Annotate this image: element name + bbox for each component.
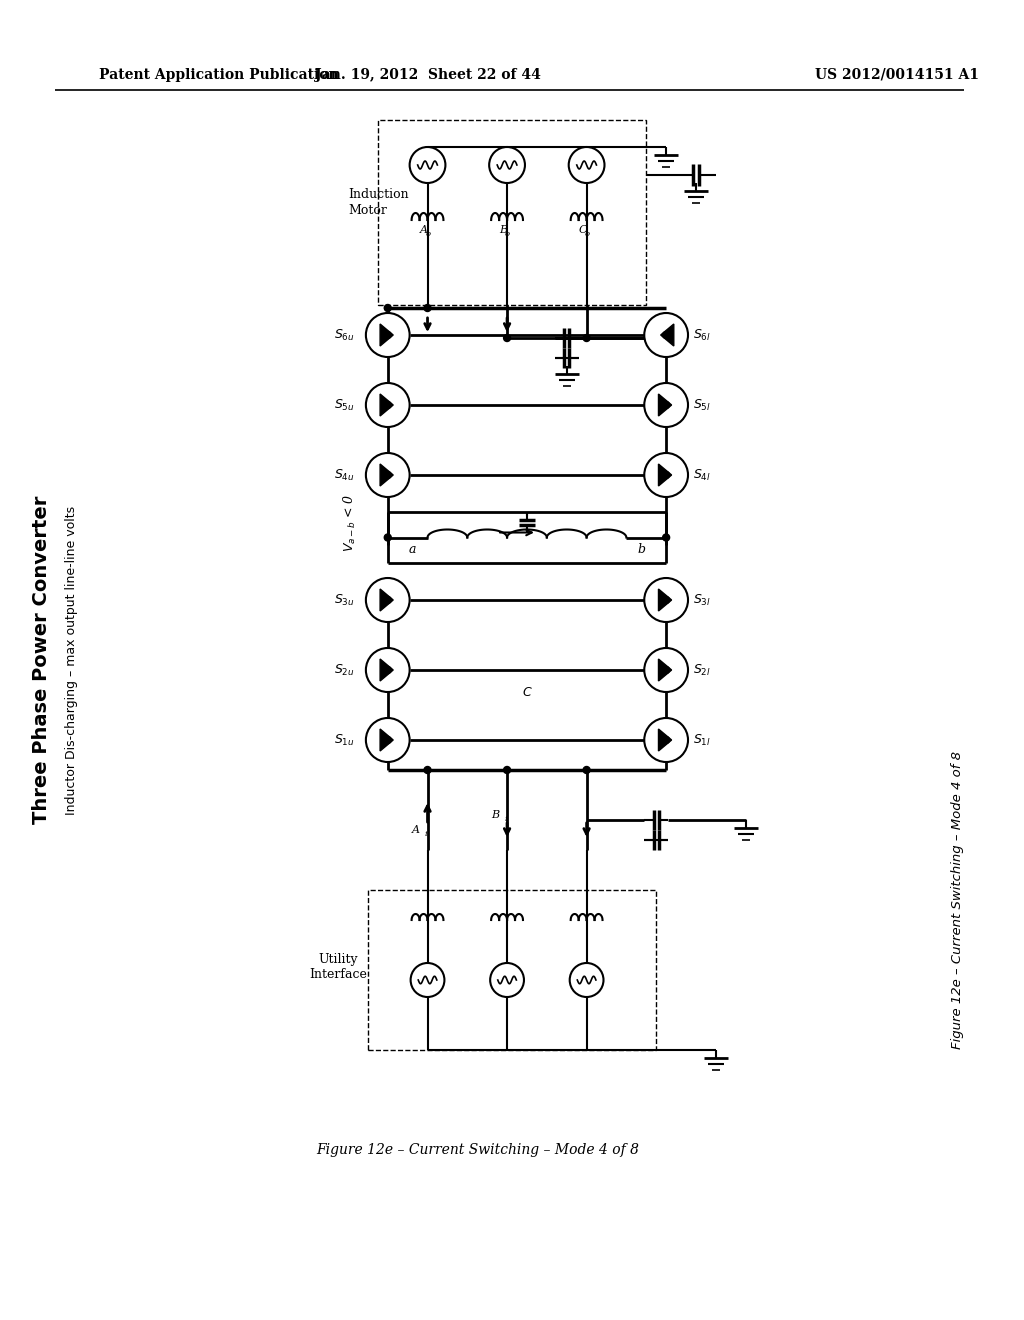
- Text: $S_{5u}$: $S_{5u}$: [334, 397, 354, 413]
- Circle shape: [384, 471, 391, 479]
- Circle shape: [366, 453, 410, 498]
- Text: $C_{ }$: $C_{ }$: [521, 684, 532, 697]
- Text: C: C: [579, 224, 587, 235]
- Polygon shape: [658, 589, 672, 611]
- Text: Three Phase Power Converter: Three Phase Power Converter: [33, 496, 51, 824]
- Circle shape: [583, 334, 590, 342]
- Text: b: b: [637, 543, 645, 556]
- Circle shape: [644, 648, 688, 692]
- Text: $S_{4u}$: $S_{4u}$: [334, 467, 354, 483]
- Text: $S_{2u}$: $S_{2u}$: [334, 663, 354, 677]
- Circle shape: [504, 334, 511, 342]
- Circle shape: [384, 331, 391, 338]
- Circle shape: [663, 471, 670, 479]
- Circle shape: [644, 383, 688, 426]
- Text: Figure 12e – Current Switching – Mode 4 of 8: Figure 12e – Current Switching – Mode 4 …: [315, 1143, 639, 1158]
- Text: A: A: [420, 224, 428, 235]
- Circle shape: [366, 578, 410, 622]
- Text: A: A: [412, 825, 420, 836]
- Circle shape: [424, 305, 431, 312]
- Circle shape: [644, 453, 688, 498]
- Text: Interface: Interface: [309, 969, 367, 982]
- Circle shape: [384, 737, 391, 743]
- Circle shape: [663, 667, 670, 673]
- Text: a: a: [409, 543, 417, 556]
- Text: $S_{2l}$: $S_{2l}$: [693, 663, 711, 677]
- Text: $S_{1u}$: $S_{1u}$: [334, 733, 354, 747]
- Text: B: B: [490, 810, 499, 820]
- Text: o: o: [505, 230, 510, 238]
- Text: o: o: [426, 230, 430, 238]
- Polygon shape: [660, 323, 674, 346]
- Circle shape: [384, 667, 391, 673]
- Circle shape: [644, 313, 688, 356]
- Text: B: B: [499, 224, 507, 235]
- Text: i: i: [425, 830, 427, 838]
- Polygon shape: [658, 465, 672, 486]
- Circle shape: [366, 383, 410, 426]
- Polygon shape: [380, 323, 393, 346]
- Circle shape: [384, 535, 391, 541]
- Circle shape: [504, 767, 511, 774]
- Circle shape: [410, 147, 445, 183]
- Text: Inductor Dis-charging – max output line-line volts: Inductor Dis-charging – max output line-…: [66, 506, 78, 814]
- Text: Figure 12e – Current Switching – Mode 4 of 8: Figure 12e – Current Switching – Mode 4 …: [951, 751, 964, 1049]
- Circle shape: [663, 597, 670, 603]
- Circle shape: [663, 331, 670, 338]
- Circle shape: [384, 597, 391, 603]
- Circle shape: [569, 964, 603, 997]
- Text: $S_{3u}$: $S_{3u}$: [334, 593, 354, 607]
- Text: i: i: [504, 814, 507, 822]
- Text: $S_{5l}$: $S_{5l}$: [693, 397, 711, 413]
- Text: Utility: Utility: [318, 953, 357, 966]
- Polygon shape: [380, 465, 393, 486]
- Text: $S_{6l}$: $S_{6l}$: [693, 327, 711, 343]
- Circle shape: [663, 737, 670, 743]
- Text: Jan. 19, 2012  Sheet 22 of 44: Jan. 19, 2012 Sheet 22 of 44: [314, 69, 541, 82]
- Polygon shape: [380, 659, 393, 681]
- Text: Patent Application Publication: Patent Application Publication: [99, 69, 339, 82]
- Bar: [368, 890, 656, 1049]
- Text: $V_{a-b}$ < 0: $V_{a-b}$ < 0: [342, 494, 358, 552]
- Text: Motor: Motor: [348, 203, 387, 216]
- Polygon shape: [380, 729, 393, 751]
- Polygon shape: [380, 589, 393, 611]
- Circle shape: [411, 964, 444, 997]
- Circle shape: [489, 147, 525, 183]
- Text: $S_{6u}$: $S_{6u}$: [334, 327, 354, 343]
- Text: $S_{4l}$: $S_{4l}$: [693, 467, 711, 483]
- Circle shape: [366, 648, 410, 692]
- Polygon shape: [658, 393, 672, 416]
- Circle shape: [583, 767, 590, 774]
- Polygon shape: [380, 393, 393, 416]
- Text: US 2012/0014151 A1: US 2012/0014151 A1: [815, 69, 979, 82]
- Circle shape: [384, 401, 391, 408]
- Circle shape: [366, 313, 410, 356]
- Text: $S_{3l}$: $S_{3l}$: [693, 593, 711, 607]
- Polygon shape: [658, 659, 672, 681]
- Text: o: o: [585, 230, 590, 238]
- Circle shape: [366, 718, 410, 762]
- Circle shape: [490, 964, 524, 997]
- Circle shape: [568, 147, 604, 183]
- Polygon shape: [658, 729, 672, 751]
- Circle shape: [424, 767, 431, 774]
- Circle shape: [663, 535, 670, 541]
- Circle shape: [384, 305, 391, 312]
- Circle shape: [644, 718, 688, 762]
- Circle shape: [663, 401, 670, 408]
- Text: $S_{1l}$: $S_{1l}$: [693, 733, 711, 747]
- Bar: [378, 120, 646, 305]
- Circle shape: [644, 578, 688, 622]
- Text: Induction: Induction: [348, 189, 409, 202]
